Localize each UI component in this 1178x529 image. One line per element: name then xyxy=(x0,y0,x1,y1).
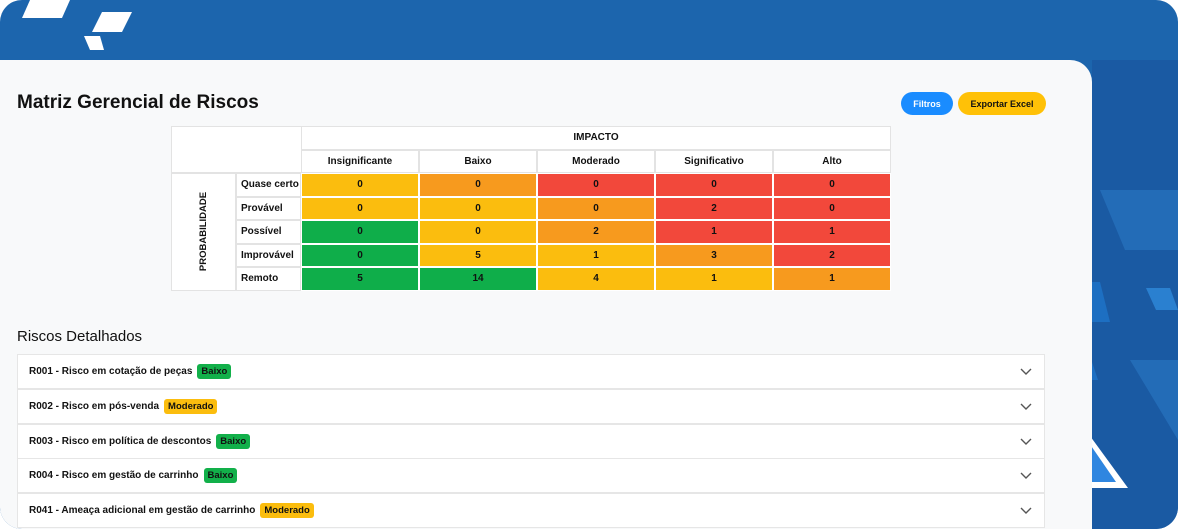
page-title: Matriz Gerencial de Riscos xyxy=(17,92,259,113)
risk-item[interactable]: R001 - Risco em cotação de peças Baixo xyxy=(17,354,1045,389)
column-header: Baixo xyxy=(419,149,537,173)
row-header: Improvável xyxy=(236,243,301,267)
expand-icon[interactable] xyxy=(1020,401,1032,411)
risk-level-badge: Moderado xyxy=(260,503,314,519)
risk-label: R002 - Risco em pós-venda xyxy=(29,400,160,412)
matrix-cell: 3 xyxy=(655,243,773,267)
matrix-cell: 0 xyxy=(537,196,655,220)
row-header: Provável xyxy=(236,196,301,220)
matrix-cell: 0 xyxy=(655,173,773,197)
matrix-cell: 4 xyxy=(537,267,655,291)
column-header: Moderado xyxy=(537,149,655,173)
matrix-cell: 2 xyxy=(537,220,655,244)
matrix-cell: 1 xyxy=(537,243,655,267)
matrix-cell: 1 xyxy=(655,220,773,244)
matrix-cell: 0 xyxy=(301,173,419,197)
matrix-cell: 1 xyxy=(773,267,891,291)
column-header: Alto xyxy=(773,149,891,173)
column-axis-label: IMPACTO xyxy=(301,126,891,150)
section-title: Riscos Detalhados xyxy=(17,328,143,345)
filter-button[interactable]: Filtros xyxy=(901,92,953,115)
expand-icon[interactable] xyxy=(1020,366,1032,376)
matrix-cell: 1 xyxy=(773,220,891,244)
risk-item[interactable]: R002 - Risco em pós-venda Moderado xyxy=(17,388,1045,424)
matrix-cell: 0 xyxy=(301,243,419,267)
row-header: Possível xyxy=(236,220,301,244)
matrix-cell: 0 xyxy=(419,196,537,220)
risk-label: R041 - Ameaça adicional em gestão de car… xyxy=(29,505,256,517)
row-axis-text: PROBABILIDADE xyxy=(198,192,210,272)
matrix-cell: 14 xyxy=(419,267,537,291)
expand-icon[interactable] xyxy=(1020,505,1032,515)
matrix-cell: 0 xyxy=(419,173,537,197)
matrix-cell: 5 xyxy=(419,243,537,267)
corner xyxy=(171,126,301,173)
decoration xyxy=(22,0,132,50)
export-button[interactable]: Exportar Excel xyxy=(958,92,1046,115)
matrix-cell: 0 xyxy=(773,173,891,197)
expand-icon[interactable] xyxy=(1020,436,1032,446)
matrix-cell: 0 xyxy=(773,196,891,220)
risk-level-badge: Baixo xyxy=(216,433,251,449)
expand-icon[interactable] xyxy=(1020,470,1032,480)
matrix-cell: 2 xyxy=(773,243,891,267)
risk-label: R001 - Risco em cotação de peças xyxy=(29,366,193,377)
row-header: Quase certo xyxy=(236,173,301,197)
row-header: Remoto xyxy=(236,267,301,291)
matrix-cell: 0 xyxy=(537,173,655,197)
panel: Matriz Gerencial de Riscos Filtros Expor… xyxy=(0,60,1092,529)
risk-item[interactable]: R004 - Risco em gestão de carrinho Baixo xyxy=(17,458,1045,494)
risk-level-badge: Baixo xyxy=(197,364,232,379)
risk-level-badge: Baixo xyxy=(203,468,238,484)
matrix-cell: 0 xyxy=(301,196,419,220)
matrix-cell: 5 xyxy=(301,267,419,291)
risk-item[interactable]: R003 - Risco em política de descontos Bai… xyxy=(17,423,1045,459)
matrix-cell: 1 xyxy=(655,267,773,291)
risk-level-badge: Moderado xyxy=(164,398,218,414)
row-axis-label: PROBABILIDADE xyxy=(171,173,236,291)
risk-label: R004 - Risco em gestão de carrinho xyxy=(29,470,199,482)
matrix-cell: 0 xyxy=(419,220,537,244)
column-header: Insignificante xyxy=(301,149,419,173)
column-header: Significativo xyxy=(655,149,773,173)
risk-item[interactable]: R041 - Ameaça adicional em gestão de car… xyxy=(17,493,1045,529)
matrix-cell: 0 xyxy=(301,220,419,244)
matrix-cell: 2 xyxy=(655,196,773,220)
risk-label: R003 - Risco em política de descontos xyxy=(29,435,212,447)
